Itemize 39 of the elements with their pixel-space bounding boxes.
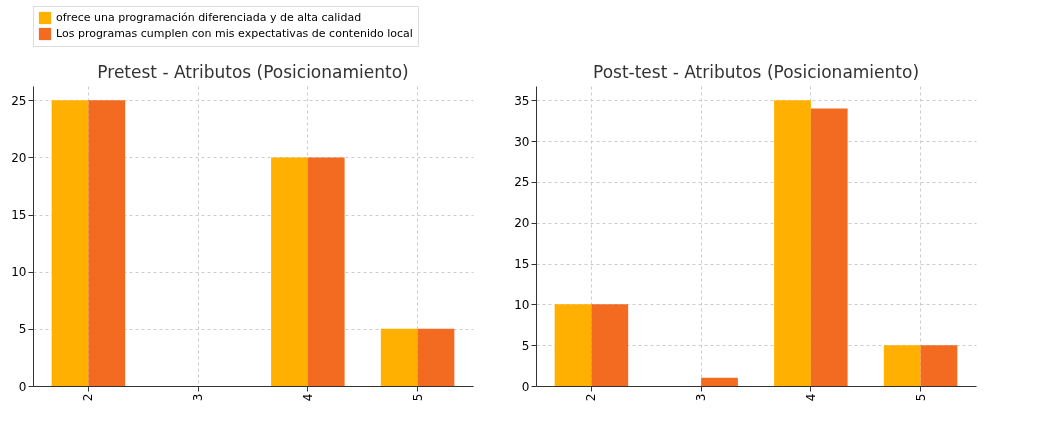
x-tick-label: 2 <box>584 393 599 402</box>
legend-label: Los programas cumplen con mis expectativas de contenido local <box>56 27 413 40</box>
y-tick-label: 5 <box>18 322 27 337</box>
x-tick-label: 2 <box>81 393 96 402</box>
chart-title: Pretest - Atributos (Posicionamiento) <box>97 62 409 82</box>
bar <box>774 100 811 386</box>
bar <box>920 345 958 386</box>
chart-title: Post-test - Atributos (Posicionamiento) <box>592 62 920 82</box>
bar <box>810 108 848 386</box>
bar <box>307 157 345 386</box>
y-tick-label: 10 <box>11 265 27 280</box>
x-tick-label: 3 <box>694 393 709 402</box>
y-tick-label: 5 <box>521 338 530 353</box>
bar <box>51 100 89 386</box>
y-tick-label: 15 <box>11 208 27 223</box>
bar <box>883 345 921 386</box>
y-tick-label: 20 <box>11 150 27 165</box>
bar <box>701 377 738 386</box>
bar <box>591 304 629 386</box>
legend-label: ofrece una programación diferenciada y de alta calidad <box>56 11 362 24</box>
y-tick-label: 15 <box>514 257 530 272</box>
y-tick-label: 25 <box>514 175 530 190</box>
bar <box>271 157 308 386</box>
x-tick-label: 5 <box>410 393 425 402</box>
y-tick-label: 25 <box>11 93 27 108</box>
x-tick-label: 3 <box>191 393 206 402</box>
bar <box>380 328 418 386</box>
bar <box>88 100 126 386</box>
y-tick-label: 30 <box>514 134 530 149</box>
y-tick-label: 0 <box>521 379 530 394</box>
y-tick-label: 35 <box>514 93 530 108</box>
x-tick-label: 4 <box>300 393 315 402</box>
x-tick-label: 5 <box>913 393 928 402</box>
bar <box>554 304 592 386</box>
y-tick-label: 20 <box>514 216 530 231</box>
y-tick-label: 10 <box>514 297 530 312</box>
x-tick-label: 4 <box>803 393 818 402</box>
y-tick-label: 0 <box>18 379 27 394</box>
bar <box>417 328 455 386</box>
